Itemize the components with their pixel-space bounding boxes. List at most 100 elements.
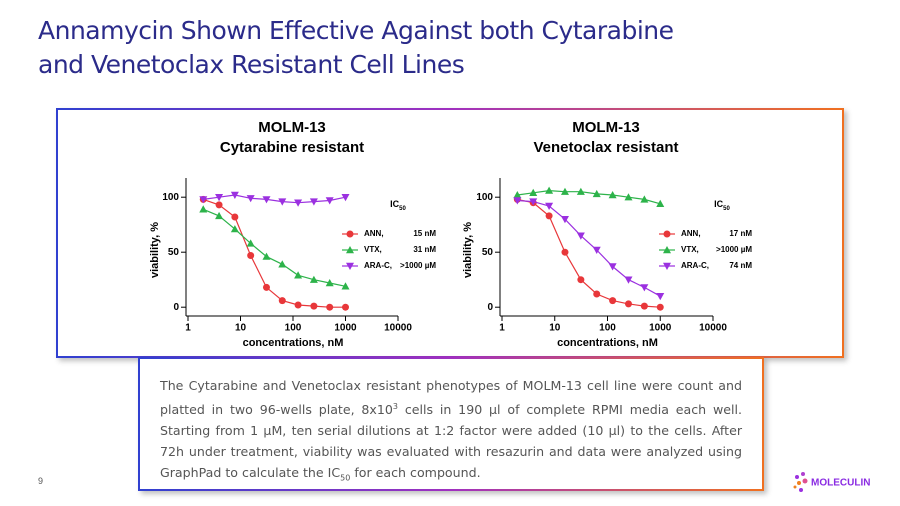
legend-marker [346, 230, 354, 238]
data-point [262, 283, 270, 291]
data-point [545, 212, 553, 220]
data-point [231, 213, 239, 221]
logo: MOLECULIN [793, 472, 870, 492]
logo-dot [793, 485, 797, 489]
legend-label: VTX, [364, 245, 382, 254]
description-sub: 50 [340, 473, 351, 483]
legend-title-text: IC [714, 199, 724, 209]
legend-title-sub: 50 [399, 206, 406, 212]
chart-title: MOLM-13 [258, 119, 326, 136]
legend-marker [346, 246, 354, 254]
description: The Cytarabine and Venetoclax resistant … [138, 357, 764, 491]
data-point [310, 302, 318, 310]
data-point [294, 199, 303, 207]
data-point [215, 201, 223, 209]
data-point [577, 276, 585, 284]
data-point [592, 246, 601, 254]
legend-value: >1000 µM [716, 245, 752, 254]
chart: MOLM-13 Venetoclax resistant 0 50 100 1 10 100 1… [462, 119, 752, 349]
series-line [517, 198, 661, 308]
x-tick-label: 1000 [334, 323, 357, 334]
description-text: cells in 190 µl of complete RPMI media e… [160, 402, 742, 481]
data-point [656, 199, 665, 207]
data-point [230, 191, 239, 199]
data-point [640, 195, 649, 203]
x-tick-label: 100 [285, 323, 302, 334]
legend-value: 31 nM [413, 245, 436, 254]
legend-title: IC50 [390, 199, 406, 211]
data-point [294, 271, 303, 279]
data-point [278, 260, 287, 268]
data-point [246, 195, 255, 203]
logo-dot [801, 472, 805, 476]
series-line [517, 189, 661, 205]
slide-title: Annamycin Shown Effective Against both C… [38, 14, 674, 82]
data-point [529, 188, 538, 196]
x-tick-label: 1 [499, 323, 505, 334]
legend-title: IC50 [714, 199, 730, 211]
series-line [203, 208, 346, 287]
data-point [215, 194, 224, 202]
description-text: for each compound. [350, 465, 481, 481]
data-point [513, 191, 522, 199]
legend-value: 17 nM [729, 229, 752, 238]
series-line [517, 199, 661, 297]
title-line: Annamycin Shown Effective Against both C… [38, 16, 674, 45]
data-point [309, 275, 318, 283]
y-axis-label: viability, % [149, 222, 161, 278]
data-point [529, 198, 538, 206]
x-axis-label: concentrations, nM [243, 337, 344, 349]
data-point [561, 248, 569, 256]
data-point [294, 301, 302, 309]
data-point [560, 187, 569, 195]
data-point [341, 194, 350, 202]
data-point [342, 303, 349, 311]
y-axis-label: viability, % [462, 222, 474, 278]
logo-text: MOLECULIN [811, 478, 870, 489]
chart-title: MOLM-13 [572, 119, 640, 136]
data-point [624, 276, 633, 284]
legend-value: 15 nM [413, 229, 436, 238]
data-point [278, 297, 286, 305]
data-point [608, 191, 617, 199]
y-tick-label: 100 [162, 192, 179, 203]
data-point [576, 232, 585, 240]
data-point [262, 252, 271, 260]
data-point [278, 198, 287, 206]
data-point [325, 279, 334, 287]
title-line: and Venetoclax Resistant Cell Lines [38, 50, 465, 79]
data-point [592, 189, 601, 198]
y-tick-label: 0 [173, 302, 179, 313]
data-point [656, 293, 665, 301]
legend-marker [346, 262, 354, 270]
legend-value: 74 nM [729, 261, 752, 270]
logo-dot [802, 478, 808, 484]
data-point [576, 187, 585, 195]
x-tick-label: 1000 [649, 323, 672, 334]
y-tick-label: 50 [168, 247, 180, 258]
data-point [624, 300, 632, 308]
data-point [325, 197, 334, 205]
data-point [560, 216, 569, 224]
legend-label: ARA-C, [364, 261, 392, 270]
data-point [215, 211, 224, 220]
legend-title-sub: 50 [723, 206, 730, 212]
y-tick-label: 50 [482, 247, 494, 258]
x-tick-label: 10000 [699, 323, 727, 334]
data-point [341, 282, 350, 290]
data-point [656, 303, 664, 311]
description-text: The Cytarabine and Venetoclax resistant … [160, 378, 742, 418]
data-point [230, 225, 239, 233]
data-point [513, 197, 522, 205]
chart-subtitle: Venetoclax resistant [533, 139, 678, 156]
legend-label: VTX, [681, 245, 699, 254]
logo-dot [797, 481, 801, 485]
data-point [246, 239, 255, 247]
legend-marker [663, 246, 671, 254]
data-point [608, 263, 617, 271]
legend-label: ANN, [681, 229, 701, 238]
data-point [624, 193, 633, 201]
series-line [203, 198, 346, 308]
data-point [309, 198, 318, 206]
